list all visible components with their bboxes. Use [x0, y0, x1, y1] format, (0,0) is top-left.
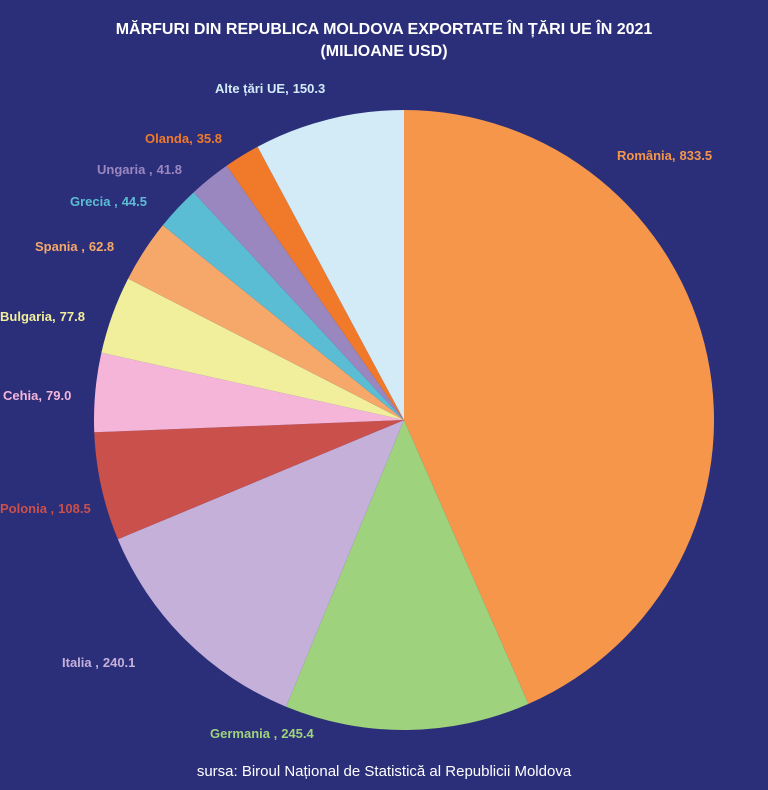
slice-label: Italia , 240.1: [62, 655, 135, 670]
category-label: Italia ,: [62, 655, 99, 670]
value-label: 44.5: [122, 194, 147, 209]
slice-label: Grecia , 44.5: [70, 194, 147, 209]
slice-label: Polonia , 108.5: [0, 501, 91, 516]
value-label: 240.1: [103, 655, 136, 670]
pie-slice: [94, 420, 404, 540]
category-label: România,: [617, 148, 676, 163]
slice-label: Germania , 245.4: [210, 726, 315, 741]
pie-slice: [117, 420, 404, 707]
value-label: 108.5: [58, 501, 91, 516]
value-label: 62.8: [89, 239, 114, 254]
value-label: 150.3: [293, 81, 326, 96]
category-label: Ungaria ,: [97, 162, 153, 177]
pie-slice: [128, 225, 405, 420]
category-label: Bulgaria,: [0, 309, 56, 324]
category-label: Cehia,: [3, 388, 42, 403]
value-label: 35.8: [197, 131, 222, 146]
slice-label: Bulgaria, 77.8: [0, 309, 85, 324]
pie-slice: [286, 420, 529, 730]
category-label: Olanda,: [145, 131, 193, 146]
slice-label: Alte țări UE, 150.3: [215, 81, 325, 96]
value-label: 245.4: [281, 726, 314, 741]
category-label: Alte țări UE,: [215, 81, 289, 96]
category-label: Spania ,: [35, 239, 85, 254]
slice-label: Spania , 62.8: [35, 239, 114, 254]
pie-slice: [226, 146, 404, 420]
slice-label: Ungaria , 41.8: [97, 162, 182, 177]
category-label: Grecia ,: [70, 194, 118, 209]
category-label: Polonia ,: [0, 501, 54, 516]
pie-slice: [94, 352, 404, 433]
chart-subtitle: (MILIOANE USD): [320, 43, 447, 60]
slice-label: Cehia, 79.0: [3, 388, 71, 403]
pie-slice: [162, 192, 404, 420]
pie-slice: [193, 165, 404, 420]
value-label: 79.0: [46, 388, 71, 403]
pie-slice: [257, 110, 404, 420]
source-note: sursa: Biroul Național de Statistică al …: [197, 763, 572, 780]
pie-slice: [101, 278, 404, 420]
chart-title: MĂRFURI DIN REPUBLICA MOLDOVA EXPORTATE …: [116, 19, 653, 38]
slice-label: România, 833.5: [617, 148, 712, 163]
slice-label: Olanda, 35.8: [145, 131, 222, 146]
category-label: Germania ,: [210, 726, 277, 741]
value-label: 833.5: [680, 148, 713, 163]
value-label: 77.8: [60, 309, 85, 324]
value-label: 41.8: [157, 162, 182, 177]
pie-slice: [404, 110, 714, 704]
